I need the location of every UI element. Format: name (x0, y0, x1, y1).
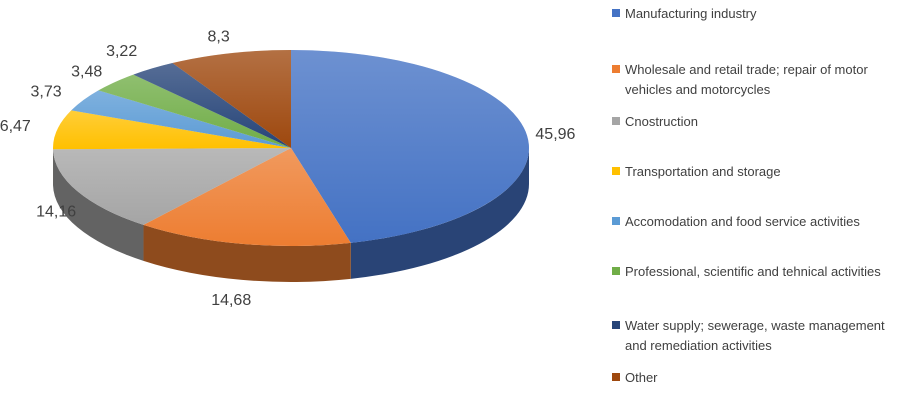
pie-chart: 45,96 14,68 14,16 6,47 3,73 3,483,22 8,3 (0, 28, 576, 309)
legend-swatch (612, 267, 620, 275)
legend-label: Manufacturing industry (625, 6, 757, 21)
legend-swatch (612, 9, 620, 17)
data-label-1: 14,68 (211, 292, 251, 309)
pie-slice-highlight-1 (143, 148, 351, 247)
legend-swatch (612, 167, 620, 175)
pie-slice-side-0 (350, 148, 529, 279)
data-label-3: 6,47 (0, 118, 31, 135)
pie-slice-side-2 (53, 149, 144, 261)
legend-label: Professional, scientific and tehnical ac… (625, 264, 881, 279)
legend-label: Water supply; sewerage, waste management… (625, 318, 885, 353)
pie-slice-highlight-5 (98, 74, 292, 148)
legend-swatch (612, 117, 620, 125)
legend-label: Transportation and storage (625, 164, 781, 179)
legend-item: Water supply; sewerage, waste management… (612, 316, 908, 356)
legend-item: Manufacturing industry (612, 4, 908, 24)
legend-swatch (612, 373, 620, 381)
legend-swatch (612, 321, 620, 329)
legend-item: Cnostruction (612, 112, 908, 132)
legend-item: Transportation and storage (612, 162, 908, 182)
pie-slice-highlight-0 (291, 50, 529, 243)
pie-slice-highlight-7 (172, 50, 291, 148)
legend-swatch (612, 217, 620, 225)
legend-label: Wholesale and retail trade; repair of mo… (625, 62, 868, 97)
legend-label: Other (625, 370, 658, 385)
legend-item: Other (612, 368, 908, 388)
data-label-6: 3,22 (106, 43, 137, 60)
pie-slice-side-1 (143, 224, 351, 282)
data-label-5: 3,48 (71, 64, 102, 81)
pie-slice-highlight-3 (53, 110, 291, 150)
pie-slice-highlight-4 (71, 90, 292, 148)
legend-item: Professional, scientific and tehnical ac… (612, 262, 908, 282)
data-label-0: 45,96 (535, 126, 575, 143)
data-label-7: 8,3 (207, 28, 229, 45)
pie-slice-highlight-2 (53, 148, 291, 225)
legend-label: Accomodation and food service activities (625, 214, 860, 229)
legend-item: Wholesale and retail trade; repair of mo… (612, 60, 908, 100)
pie-slice-highlight-6 (133, 63, 291, 149)
data-label-4: 3,73 (30, 83, 61, 100)
legend-label: Cnostruction (625, 114, 698, 129)
legend-swatch (612, 65, 620, 73)
data-label-2: 14,16 (36, 204, 76, 221)
legend-item: Accomodation and food service activities (612, 212, 908, 232)
